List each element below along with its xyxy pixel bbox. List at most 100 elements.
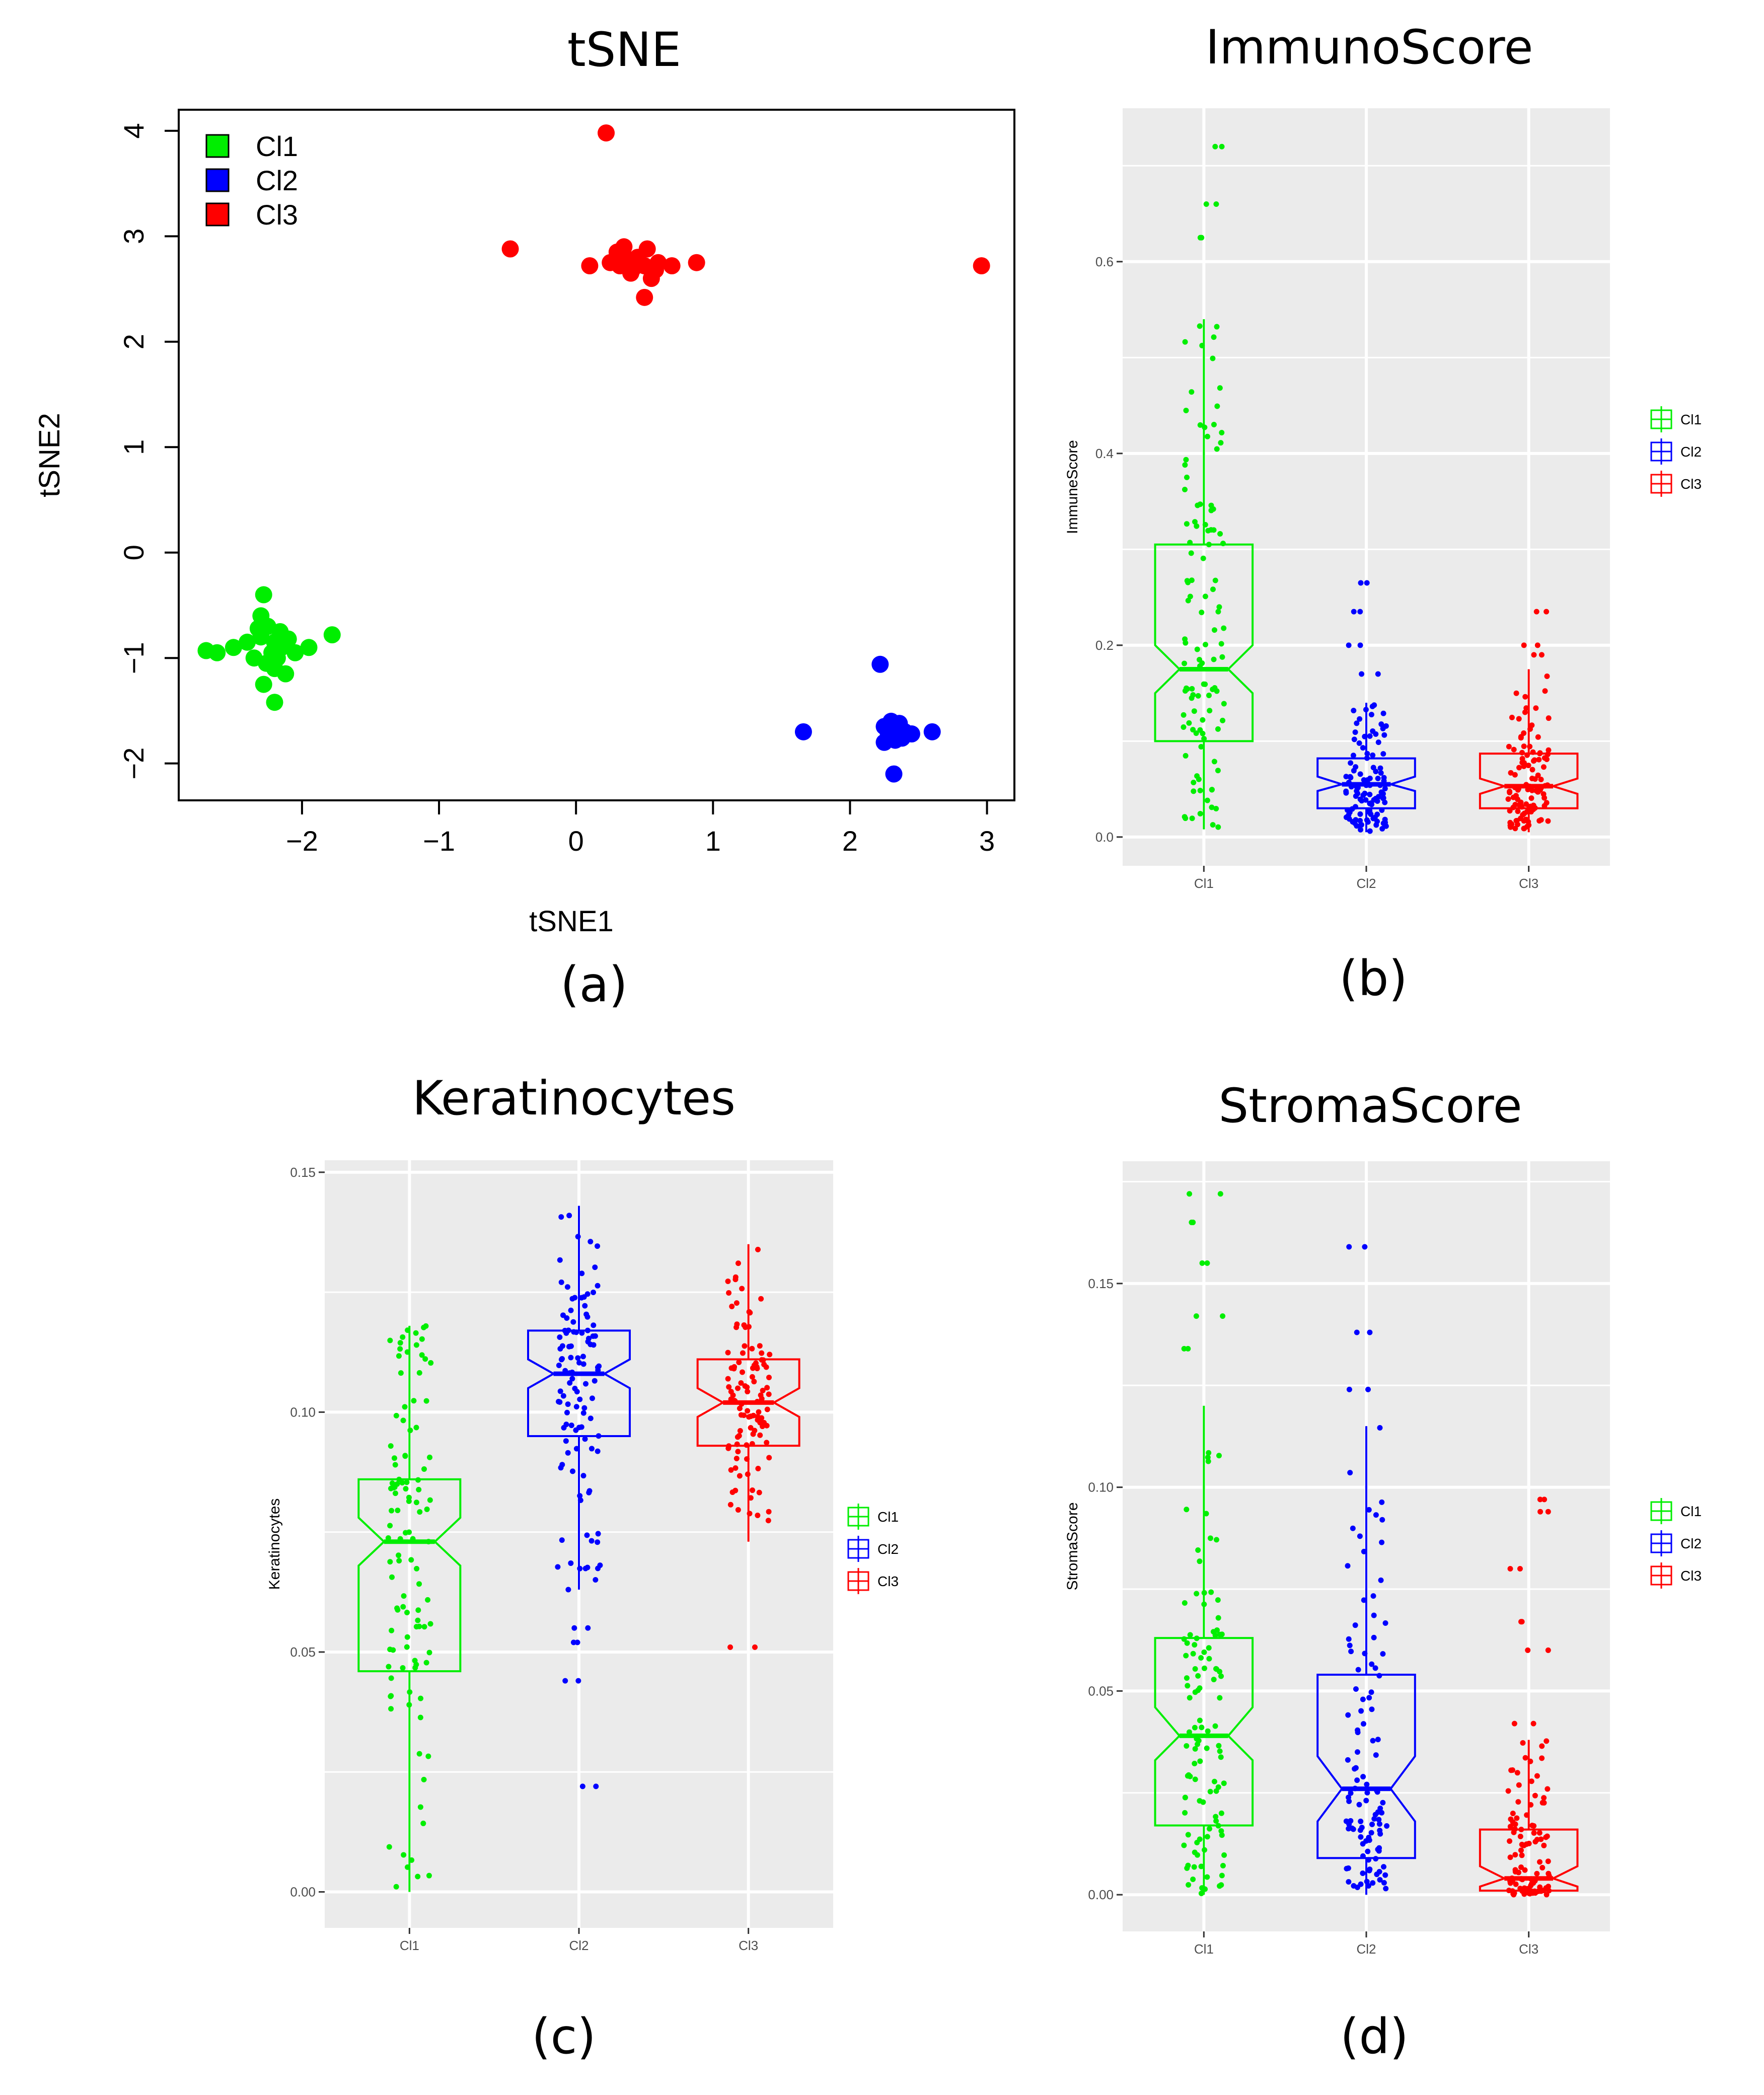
jitter-point-cl1 xyxy=(417,1509,423,1515)
jitter-point-cl2 xyxy=(1356,1802,1362,1808)
jitter-point-cl1 xyxy=(392,1490,398,1497)
jitter-point-cl3 xyxy=(1518,734,1524,740)
jitter-point-cl2 xyxy=(1367,733,1373,739)
jitter-point-cl3 xyxy=(765,1518,771,1524)
jitter-point-cl2 xyxy=(1345,1712,1351,1718)
jitter-point-cl1 xyxy=(1197,422,1203,428)
jitter-point-cl2 xyxy=(580,1410,586,1416)
jitter-point-cl1 xyxy=(1190,727,1196,733)
jitter-point-cl1 xyxy=(386,1844,392,1850)
jitter-point-cl3 xyxy=(766,1375,772,1381)
jitter-point-cl1 xyxy=(408,1557,414,1563)
jitter-point-cl2 xyxy=(1364,1781,1370,1787)
jitter-point-cl3 xyxy=(1528,795,1534,801)
jitter-point-cl1 xyxy=(1217,1695,1223,1701)
jitter-point-cl3 xyxy=(741,1322,747,1328)
jitter-point-cl2 xyxy=(1384,1823,1390,1829)
jitter-point-cl2 xyxy=(1343,774,1349,780)
jitter-point-cl2 xyxy=(1360,745,1366,751)
jitter-point-cl3 xyxy=(764,1385,770,1391)
y-tick-label: 0.05 xyxy=(290,1644,316,1660)
jitter-point-cl1 xyxy=(1210,586,1216,592)
jitter-point-cl3 xyxy=(760,1357,766,1363)
jitter-point-cl1 xyxy=(1201,1590,1207,1596)
jitter-point-cl1 xyxy=(1217,385,1223,391)
jitter-point-cl2 xyxy=(574,1389,580,1395)
jitter-point-cl2 xyxy=(593,1577,599,1583)
jitter-point-cl1 xyxy=(1202,681,1208,687)
jitter-point-cl1 xyxy=(1192,1642,1198,1648)
jitter-point-cl2 xyxy=(1345,1563,1351,1569)
jitter-point-cl2 xyxy=(1362,733,1368,739)
jitter-point-cl2 xyxy=(1361,1548,1367,1554)
jitter-point-cl2 xyxy=(584,1532,590,1538)
jitter-point-cl2 xyxy=(568,1355,574,1361)
jitter-point-cl1 xyxy=(415,1617,421,1623)
jitter-point-cl1 xyxy=(1189,389,1195,395)
jitter-point-cl1 xyxy=(1218,1673,1224,1679)
jitter-point-cl1 xyxy=(1210,506,1216,512)
jitter-point-cl2 xyxy=(1347,1642,1353,1649)
jitter-point-cl1 xyxy=(1218,440,1224,446)
jitter-point-cl2 xyxy=(1355,1727,1361,1733)
jitter-point-cl1 xyxy=(1204,1745,1210,1751)
jitter-point-cl2 xyxy=(1360,1853,1366,1859)
jitter-point-cl2 xyxy=(1368,712,1374,718)
jitter-point-cl1 xyxy=(1182,462,1188,468)
jitter-point-cl2 xyxy=(1373,1856,1379,1862)
jitter-point-cl3 xyxy=(1545,818,1551,824)
jitter-point-cl2 xyxy=(1353,783,1359,789)
jitter-point-cl1 xyxy=(1221,701,1227,707)
jitter-point-cl2 xyxy=(1347,1786,1353,1792)
jitter-point-cl3 xyxy=(1527,726,1533,732)
jitter-point-cl1 xyxy=(1197,1758,1203,1764)
jitter-point-cl1 xyxy=(1197,810,1203,816)
jitter-point-cl3 xyxy=(754,1398,760,1404)
jitter-point-cl3 xyxy=(729,1489,736,1495)
jitter-point-cl3 xyxy=(1522,1755,1528,1761)
jitter-point-cl3 xyxy=(764,1440,770,1446)
legend-label-cl3: Cl3 xyxy=(877,1574,899,1589)
jitter-point-cl1 xyxy=(400,1334,406,1340)
jitter-point-cl3 xyxy=(735,1449,741,1455)
jitter-point-cl1 xyxy=(1182,1600,1188,1606)
jitter-point-cl1 xyxy=(1184,1507,1190,1513)
jitter-point-cl1 xyxy=(1221,1780,1227,1786)
jitter-point-cl3 xyxy=(1541,1795,1547,1801)
jitter-point-cl1 xyxy=(1195,1687,1201,1693)
jitter-point-cl2 xyxy=(1364,580,1370,586)
jitter-point-cl2 xyxy=(1377,765,1383,771)
jitter-point-cl3 xyxy=(726,1290,732,1296)
jitter-point-cl2 xyxy=(593,1783,599,1789)
jitter-point-cl3 xyxy=(1545,1509,1551,1515)
jitter-point-cl3 xyxy=(750,1487,756,1493)
jitter-point-cl1 xyxy=(1202,424,1208,430)
jitter-point-cl3 xyxy=(737,1473,743,1479)
jitter-point-cl2 xyxy=(1372,1665,1378,1671)
jitter-point-cl3 xyxy=(1538,776,1544,782)
jitter-point-cl1 xyxy=(425,1753,431,1759)
jitter-point-cl1 xyxy=(1181,1636,1187,1642)
jitter-point-cl1 xyxy=(1184,1865,1190,1871)
jitter-point-cl1 xyxy=(1203,1511,1209,1517)
jitter-point-cl2 xyxy=(565,1450,571,1456)
jitter-point-cl2 xyxy=(1343,1818,1349,1824)
legend-key-cl2 xyxy=(205,168,230,192)
jitter-point-cl2 xyxy=(1367,1329,1373,1335)
jitter-point-cl3 xyxy=(745,1471,751,1477)
jitter-point-cl1 xyxy=(1184,474,1190,480)
jitter-point-cl1 xyxy=(1181,724,1187,730)
jitter-point-cl1 xyxy=(1215,726,1221,732)
jitter-point-cl3 xyxy=(748,1413,754,1419)
y-tick-label: 0.6 xyxy=(1095,254,1114,269)
jitter-point-cl2 xyxy=(1367,800,1373,806)
jitter-point-cl1 xyxy=(1198,1655,1204,1661)
jitter-point-cl3 xyxy=(760,1387,766,1393)
jitter-point-cl3 xyxy=(1518,1876,1524,1882)
jitter-point-cl1 xyxy=(1219,1832,1225,1838)
jitter-point-cl1 xyxy=(1204,1834,1210,1840)
jitter-point-cl3 xyxy=(1515,808,1521,814)
jitter-point-cl2 xyxy=(1349,806,1355,812)
jitter-point-cl1 xyxy=(1192,1761,1198,1767)
data-point-cl3 xyxy=(625,259,642,277)
